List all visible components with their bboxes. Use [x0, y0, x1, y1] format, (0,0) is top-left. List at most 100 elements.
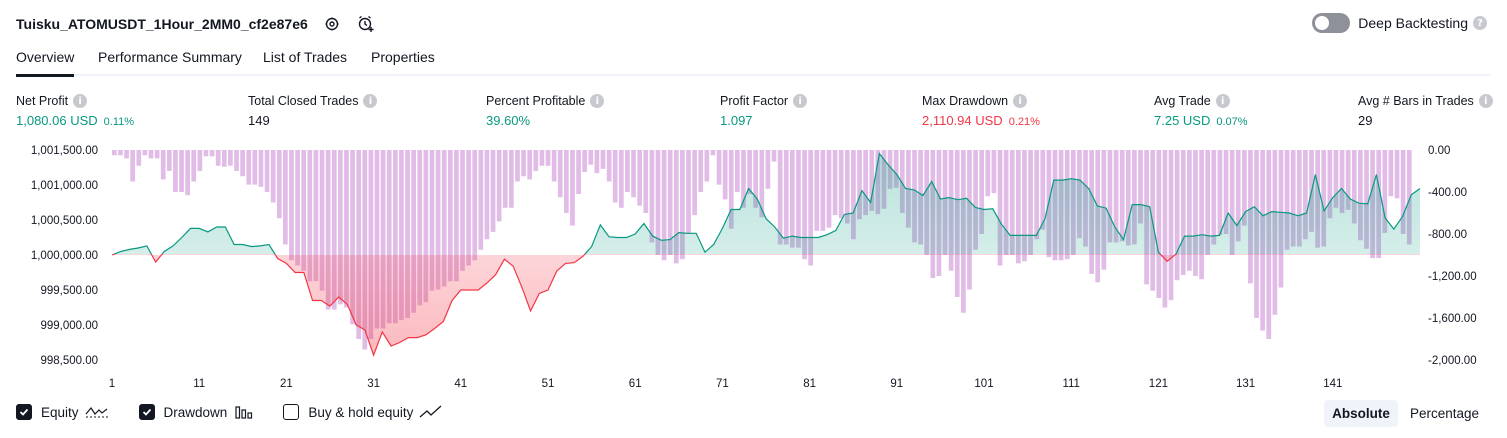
equity-drawdown-chart[interactable]: 1,001,500.00 1,001,000.00 1,000,500.00 1,00… — [0, 140, 1507, 398]
metric-profit-factor: Profit Factor i 1.097 — [720, 93, 808, 128]
drawdown-bar — [509, 150, 514, 208]
metric-percent: 0.07% — [1216, 116, 1248, 128]
drawdown-bar — [985, 150, 991, 197]
drawdown-bar — [399, 150, 404, 321]
deep-backtesting-label: Deep Backtesting — [1358, 15, 1468, 31]
buy-hold-checkbox[interactable] — [283, 404, 300, 420]
drawdown-checkbox[interactable] — [138, 404, 155, 420]
deep-backtesting-control: Deep Backtesting ? — [1312, 13, 1487, 33]
x-tick-label: 141 — [1323, 378, 1342, 390]
drawdown-bar — [454, 150, 459, 282]
drawdown-bar — [246, 150, 252, 185]
add-alert-icon[interactable] — [356, 14, 376, 34]
drawdown-bar — [686, 150, 691, 234]
y-left-tick-label: 1,001,000.00 — [31, 180, 98, 192]
drawdown-bar — [832, 150, 838, 216]
y-left-tick-label: 1,001,500.00 — [31, 145, 98, 157]
drawdown-bar — [1364, 150, 1369, 249]
drawdown-bar — [319, 150, 325, 291]
drawdown-bar — [331, 150, 337, 310]
equity-series — [111, 152, 1421, 357]
drawdown-bar — [643, 150, 649, 213]
drawdown-bar — [215, 150, 221, 166]
drawdown-bar — [808, 150, 814, 266]
drawdown-bar — [313, 150, 319, 282]
drawdown-bar — [576, 150, 581, 195]
drawdown-bar — [783, 150, 789, 245]
info-icon[interactable]: i — [793, 94, 808, 108]
metric-label: Avg Trade — [1154, 94, 1211, 108]
x-tick-label: 31 — [367, 378, 380, 390]
left-axis: 1,001,500.00 1,001,000.00 1,000,500.00 1,00… — [31, 145, 98, 367]
drawdown-bar — [1388, 150, 1394, 197]
drawdown-bar — [814, 150, 820, 231]
tab-properties[interactable]: Properties — [371, 49, 435, 65]
drawdown-bar — [478, 150, 484, 250]
drawdown-bar — [276, 150, 282, 219]
tab-overview[interactable]: Overview — [16, 49, 75, 77]
drawdown-bar — [1394, 150, 1400, 199]
info-icon[interactable]: i — [1478, 94, 1493, 108]
metric-label: Profit Factor — [720, 94, 789, 108]
drawdown-bar — [197, 150, 203, 171]
x-tick-label: 41 — [454, 378, 467, 390]
drawdown-bar — [496, 150, 502, 222]
legend-equity[interactable]: Equity — [16, 404, 109, 420]
chart-legend: Equity Drawdown Buy & hold equity — [16, 404, 473, 420]
settings-icon[interactable] — [322, 14, 342, 34]
drawdown-bar — [502, 150, 508, 208]
drawdown-bar — [570, 150, 575, 226]
info-icon[interactable]: i — [73, 94, 88, 108]
buy-hold-line-icon — [419, 405, 443, 419]
legend-drawdown[interactable]: Drawdown — [138, 404, 254, 420]
buy-hold-label: Buy & hold equity — [308, 404, 414, 420]
drawdown-bar — [368, 150, 374, 339]
tab-list-of-trades[interactable]: List of Trades — [263, 49, 348, 65]
deep-backtesting-toggle[interactable] — [1312, 13, 1351, 33]
drawdown-bar — [166, 150, 172, 171]
drawdown-bar — [179, 150, 184, 192]
drawdown-bar — [1229, 150, 1235, 255]
drawdown-bar — [1339, 150, 1345, 213]
x-tick-label: 51 — [542, 378, 555, 390]
x-tick-label: 81 — [803, 378, 816, 390]
metric-value: 29 — [1358, 113, 1373, 128]
legend-buy-hold[interactable]: Buy & hold equity — [283, 404, 443, 420]
y-right-tick-label: -1,200.00 — [1428, 271, 1477, 283]
drawdown-bar — [728, 150, 734, 229]
drawdown-bar — [234, 150, 239, 171]
metric-avg-trade: Avg Trade i 7.25 USD 0.07% — [1154, 93, 1248, 128]
x-tick-label: 61 — [629, 378, 642, 390]
tab-performance-summary[interactable]: Performance Summary — [98, 49, 242, 65]
drawdown-bar — [380, 150, 386, 329]
y-left-tick-label: 999,000.00 — [40, 320, 98, 332]
info-icon[interactable]: i — [590, 94, 605, 108]
drawdown-bar — [704, 150, 710, 182]
metric-label: Max Drawdown — [922, 94, 1009, 108]
drawdown-bar — [973, 150, 978, 250]
info-icon[interactable]: i — [1215, 94, 1230, 108]
absolute-button[interactable]: Absolute — [1324, 400, 1398, 427]
y-right-tick-label: 0.00 — [1428, 145, 1450, 157]
drawdown-bar — [1321, 150, 1327, 247]
drawdown-bar — [423, 150, 429, 303]
percentage-button[interactable]: Percentage — [1409, 406, 1479, 421]
x-tick-label: 111 — [1062, 378, 1079, 390]
drawdown-bar — [405, 150, 410, 318]
info-icon[interactable]: ? — [1473, 16, 1487, 30]
drawdown-bar — [637, 150, 642, 206]
drawdown-bar — [1156, 150, 1162, 299]
metric-avg-bars-in-trades: Avg # Bars in Trades i 29 — [1358, 93, 1493, 128]
info-icon[interactable]: i — [363, 94, 378, 108]
equity-checkbox[interactable] — [16, 404, 32, 420]
equity-profit-area — [114, 153, 1420, 254]
drawdown-bar — [350, 150, 355, 325]
info-icon[interactable]: i — [1013, 94, 1028, 108]
drawdown-bar — [1028, 150, 1033, 255]
drawdown-bar — [716, 150, 722, 185]
drawdown-bar — [979, 150, 985, 234]
y-right-tick-label: -800.00 — [1428, 229, 1467, 241]
drawdown-bar — [344, 150, 349, 308]
drawdown-bar — [1193, 150, 1198, 276]
drawdown-bar — [356, 150, 362, 339]
